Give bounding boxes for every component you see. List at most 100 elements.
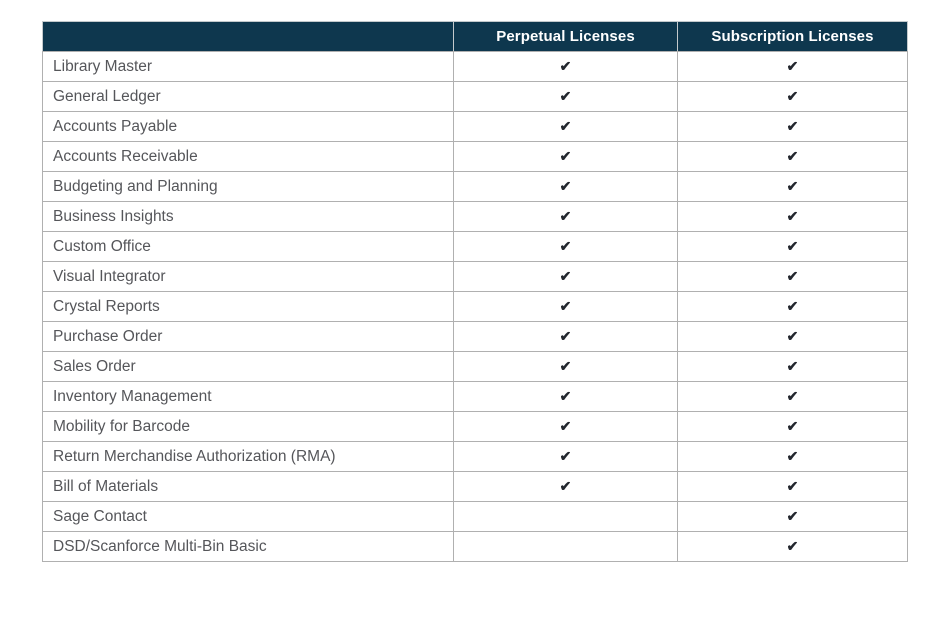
product-name-cell: Return Merchandise Authorization (RMA) (42, 441, 454, 472)
subscription-check-cell: ✔ (677, 111, 908, 142)
perpetual-check-cell: ✔ (453, 111, 678, 142)
subscription-check-cell: ✔ (677, 51, 908, 82)
subscription-check-cell: ✔ (677, 441, 908, 472)
subscription-check-cell: ✔ (677, 381, 908, 412)
perpetual-check-cell: ✔ (453, 411, 678, 442)
table-row: Library Master ✔ ✔ (42, 51, 908, 82)
table-row: Accounts Payable ✔ ✔ (42, 111, 908, 142)
perpetual-check-cell: ✔ (453, 471, 678, 502)
perpetual-check-cell: ✔ (453, 261, 678, 292)
product-name-cell: Visual Integrator (42, 261, 454, 292)
license-comparison-table-container: Perpetual Licenses Subscription Licenses… (42, 21, 908, 562)
table-header: Perpetual Licenses Subscription Licenses (42, 21, 908, 52)
subscription-check-cell: ✔ (677, 261, 908, 292)
subscription-check-cell: ✔ (677, 291, 908, 322)
license-comparison-table: Perpetual Licenses Subscription Licenses… (42, 21, 908, 562)
perpetual-check-cell: ✔ (453, 441, 678, 472)
product-name-cell: Inventory Management (42, 381, 454, 412)
header-cell-product (42, 21, 454, 52)
subscription-check-cell: ✔ (677, 141, 908, 172)
subscription-check-cell: ✔ (677, 501, 908, 532)
subscription-check-cell: ✔ (677, 351, 908, 382)
table-row: Mobility for Barcode ✔ ✔ (42, 411, 908, 442)
checkmark-icon: ✔ (786, 207, 799, 224)
perpetual-check-cell: ✔ (453, 291, 678, 322)
checkmark-icon: ✔ (786, 117, 799, 134)
checkmark-icon: ✔ (786, 327, 799, 344)
checkmark-icon: ✔ (559, 357, 572, 374)
checkmark-icon: ✔ (786, 447, 799, 464)
perpetual-check-cell: ✔ (453, 141, 678, 172)
header-cell-subscription-licenses: Subscription Licenses (677, 21, 908, 52)
product-name-cell: Sage Contact (42, 501, 454, 532)
product-name-cell: Custom Office (42, 231, 454, 262)
perpetual-check-cell: ✔ (453, 351, 678, 382)
subscription-check-cell: ✔ (677, 171, 908, 202)
checkmark-icon: ✔ (786, 477, 799, 494)
checkmark-icon: ✔ (786, 297, 799, 314)
product-name-cell: Mobility for Barcode (42, 411, 454, 442)
subscription-check-cell: ✔ (677, 531, 908, 562)
subscription-check-cell: ✔ (677, 471, 908, 502)
checkmark-icon: ✔ (786, 147, 799, 164)
perpetual-check-cell (453, 501, 678, 532)
table-row: Crystal Reports ✔ ✔ (42, 291, 908, 322)
table-row: Custom Office ✔ ✔ (42, 231, 908, 262)
checkmark-icon: ✔ (786, 237, 799, 254)
checkmark-icon: ✔ (786, 267, 799, 284)
checkmark-icon: ✔ (786, 507, 799, 524)
checkmark-icon: ✔ (559, 477, 572, 494)
checkmark-icon: ✔ (786, 87, 799, 104)
table-row: Sales Order ✔ ✔ (42, 351, 908, 382)
table-row: Bill of Materials ✔ ✔ (42, 471, 908, 502)
table-row: DSD/Scanforce Multi-Bin Basic ✔ (42, 531, 908, 562)
product-name-cell: Accounts Payable (42, 111, 454, 142)
subscription-check-cell: ✔ (677, 201, 908, 232)
perpetual-check-cell: ✔ (453, 231, 678, 262)
perpetual-check-cell: ✔ (453, 81, 678, 112)
product-name-cell: Bill of Materials (42, 471, 454, 502)
checkmark-icon: ✔ (786, 537, 799, 554)
checkmark-icon: ✔ (559, 327, 572, 344)
perpetual-check-cell: ✔ (453, 171, 678, 202)
perpetual-check-cell: ✔ (453, 201, 678, 232)
table-row: Visual Integrator ✔ ✔ (42, 261, 908, 292)
checkmark-icon: ✔ (786, 57, 799, 74)
product-name-cell: Business Insights (42, 201, 454, 232)
table-row: Accounts Receivable ✔ ✔ (42, 141, 908, 172)
product-name-cell: Budgeting and Planning (42, 171, 454, 202)
table-row: Inventory Management ✔ ✔ (42, 381, 908, 412)
perpetual-check-cell (453, 531, 678, 562)
checkmark-icon: ✔ (559, 237, 572, 254)
table-row: Purchase Order ✔ ✔ (42, 321, 908, 352)
table-row: General Ledger ✔ ✔ (42, 81, 908, 112)
checkmark-icon: ✔ (559, 117, 572, 134)
subscription-check-cell: ✔ (677, 321, 908, 352)
checkmark-icon: ✔ (559, 387, 572, 404)
product-name-cell: Library Master (42, 51, 454, 82)
checkmark-icon: ✔ (559, 207, 572, 224)
subscription-check-cell: ✔ (677, 411, 908, 442)
product-name-cell: Crystal Reports (42, 291, 454, 322)
checkmark-icon: ✔ (786, 177, 799, 194)
checkmark-icon: ✔ (559, 417, 572, 434)
header-cell-perpetual-licenses: Perpetual Licenses (453, 21, 678, 52)
checkmark-icon: ✔ (559, 147, 572, 164)
subscription-check-cell: ✔ (677, 231, 908, 262)
checkmark-icon: ✔ (786, 387, 799, 404)
subscription-check-cell: ✔ (677, 81, 908, 112)
checkmark-icon: ✔ (559, 87, 572, 104)
checkmark-icon: ✔ (786, 357, 799, 374)
table-row: Return Merchandise Authorization (RMA) ✔ ✔ (42, 441, 908, 472)
product-name-cell: Purchase Order (42, 321, 454, 352)
checkmark-icon: ✔ (559, 57, 572, 74)
perpetual-check-cell: ✔ (453, 381, 678, 412)
table-body: Library Master ✔ ✔ General Ledger ✔ ✔ Accounts… (42, 51, 908, 562)
product-name-cell: DSD/Scanforce Multi-Bin Basic (42, 531, 454, 562)
table-row: Sage Contact ✔ (42, 501, 908, 532)
checkmark-icon: ✔ (559, 267, 572, 284)
checkmark-icon: ✔ (559, 177, 572, 194)
perpetual-check-cell: ✔ (453, 321, 678, 352)
table-row: Business Insights ✔ ✔ (42, 201, 908, 232)
checkmark-icon: ✔ (559, 447, 572, 464)
